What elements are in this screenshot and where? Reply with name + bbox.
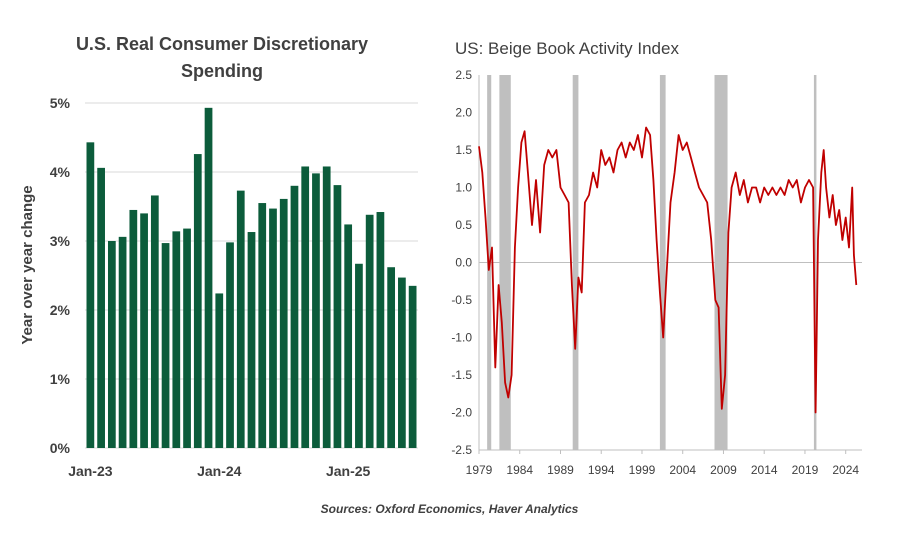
bar [387, 267, 396, 448]
x-tick-label: 1979 [466, 463, 493, 477]
y-tick-label: -2.5 [451, 443, 472, 457]
y-tick-label: 2.5 [455, 68, 472, 82]
bar [226, 242, 234, 448]
chart-title-line-2: Spending [181, 61, 263, 81]
chart-title-line-1: U.S. Real Consumer Discretionary [76, 34, 368, 54]
bar [140, 213, 148, 448]
bar [161, 243, 170, 448]
bar [269, 208, 277, 448]
right-line-group [478, 126, 858, 414]
bar [279, 198, 288, 448]
y-tick-label: 5% [50, 95, 71, 111]
bar [301, 166, 310, 449]
bar [355, 263, 363, 448]
right-x-ticks: 1979 1984 1989 1994 1999 2004 2009 2014 2019 2024 [466, 450, 859, 477]
bar [172, 231, 181, 448]
bar [258, 203, 267, 448]
bar [118, 236, 127, 448]
y-tick-label: 2.0 [455, 106, 472, 120]
source-note: Sources: Oxford Economics, Haver Analyti… [320, 502, 579, 516]
y-tick-label: 3% [50, 233, 71, 249]
bar [247, 232, 256, 448]
right-y-ticks: -2.5 -2.0 -1.5 -1.0 -0.5 0.0 0.5 1.0 1.5 2.0 2.5 [451, 68, 472, 457]
bar [290, 185, 299, 449]
x-tick-label: 2024 [832, 463, 859, 477]
x-tick-label: 1994 [588, 463, 615, 477]
chart-title: US: Beige Book Activity Index [455, 39, 679, 58]
x-tick-label: 2004 [669, 463, 696, 477]
y-tick-label: 1% [50, 371, 71, 387]
left-bars [86, 107, 417, 449]
x-tick-label: Jan-24 [197, 463, 242, 479]
bar [193, 154, 202, 448]
y-tick-label: 1.0 [455, 181, 472, 195]
y-tick-label: -1.5 [451, 368, 472, 382]
x-tick-label: Jan-23 [68, 463, 113, 479]
beige-book-chart: US: Beige Book Activity Index -2.5 -2.0 -1… [440, 0, 899, 500]
consumer-spending-chart: U.S. Real Consumer Discretionary Spendin… [0, 0, 440, 500]
consumer-spending-chart-svg: U.S. Real Consumer Discretionary Spendin… [19, 34, 418, 479]
bar [150, 195, 159, 448]
bar [398, 277, 406, 448]
y-tick-label: 0.5 [455, 218, 472, 232]
right-axes [478, 75, 862, 451]
bar [344, 224, 353, 448]
bar [204, 107, 213, 448]
bar [183, 228, 191, 448]
left-y-ticks: 0% 1% 2% 3% 4% 5% [50, 95, 71, 456]
y-tick-label: 0% [50, 440, 71, 456]
bar [86, 142, 95, 448]
y-tick-label: 0.0 [455, 256, 472, 270]
x-tick-label: 2009 [710, 463, 737, 477]
bar [107, 241, 116, 448]
x-tick-label: 2014 [751, 463, 778, 477]
bar [365, 214, 374, 448]
bar [312, 173, 320, 448]
bar [376, 212, 385, 448]
left-x-ticks: Jan-23 Jan-24 Jan-25 [68, 463, 370, 479]
beige-book-chart-svg: US: Beige Book Activity Index -2.5 -2.0 -1… [451, 39, 862, 477]
bar [322, 166, 331, 449]
y-tick-label: 4% [50, 164, 71, 180]
x-tick-label: 2019 [792, 463, 819, 477]
y-tick-label: 2% [50, 302, 71, 318]
y-tick-label: -1.0 [451, 331, 472, 345]
x-tick-label: 1984 [506, 463, 533, 477]
bar [236, 190, 245, 448]
y-axis-label: Year over year change [19, 185, 36, 344]
bar [408, 285, 417, 448]
y-tick-label: -2.0 [451, 406, 472, 420]
bar [97, 167, 105, 449]
y-tick-label: -0.5 [451, 293, 472, 307]
x-tick-label: 1989 [547, 463, 574, 477]
x-tick-label: 1999 [629, 463, 656, 477]
bar [215, 293, 224, 448]
bar [333, 185, 342, 449]
series-line [478, 126, 858, 414]
y-tick-label: 1.5 [455, 143, 472, 157]
x-tick-label: Jan-25 [326, 463, 371, 479]
bar [129, 209, 138, 448]
